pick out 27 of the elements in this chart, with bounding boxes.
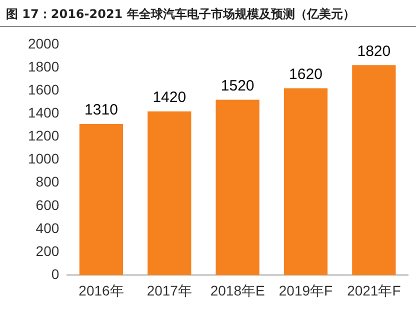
data-label: 1520 (220, 77, 254, 94)
bar (352, 65, 396, 276)
x-tick-label: 2018年E (210, 282, 265, 298)
bar (148, 111, 192, 276)
x-tick-label: 2021年F (347, 282, 401, 298)
y-tick-label: 1600 (28, 81, 60, 98)
bar (284, 88, 328, 276)
y-tick-label: 600 (36, 196, 60, 213)
y-tick-label: 400 (36, 220, 60, 236)
y-tick-label: 200 (36, 242, 60, 259)
data-label: 1310 (84, 102, 118, 119)
y-tick-label: 1400 (28, 104, 60, 120)
x-tick-label: 2017年 (146, 282, 192, 298)
bar (216, 100, 260, 276)
y-tick-label: 1800 (28, 58, 60, 74)
chart-title: 图 17：2016-2021 年全球汽车电子市场规模及预测（亿美元） (6, 6, 355, 23)
data-label: 1620 (289, 66, 322, 83)
y-tick-label: 1200 (28, 128, 60, 144)
x-tick-label: 2019年F (278, 282, 333, 298)
y-tick-label: 0 (51, 266, 60, 282)
y-tick-label: 1000 (28, 150, 60, 167)
y-tick-label: 2000 (28, 35, 60, 52)
y-tick-label: 800 (36, 174, 60, 190)
x-tick-label: 2016年 (78, 282, 124, 298)
bar (79, 124, 124, 276)
data-label: 1820 (357, 42, 391, 60)
data-label: 1420 (152, 88, 186, 106)
